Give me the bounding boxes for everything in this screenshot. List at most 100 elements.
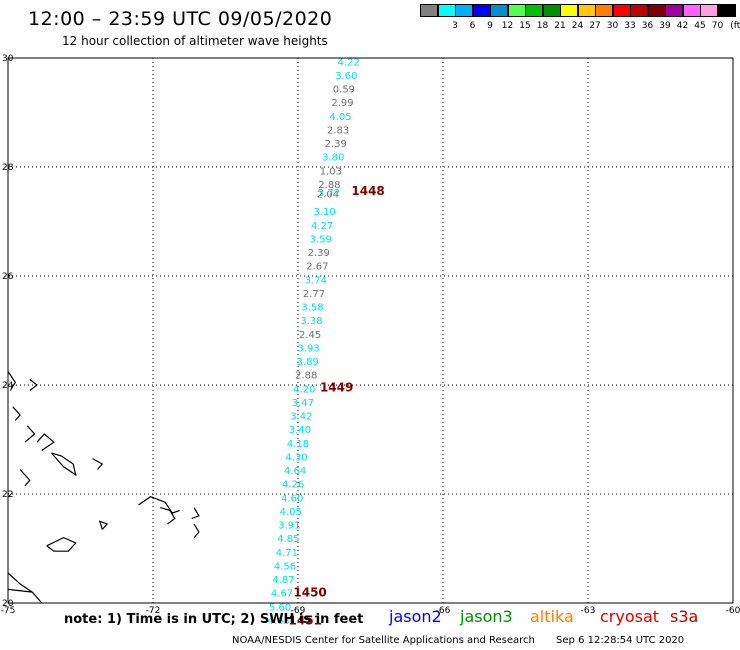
- map-frame: [7, 57, 734, 604]
- coastline: [98, 520, 109, 530]
- pass-number-label: 1450: [293, 586, 326, 600]
- longitude-tick-label: -69: [291, 606, 306, 616]
- swh-value: 3.89: [297, 357, 319, 368]
- longitude-tick-label: -63: [581, 606, 596, 616]
- swh-value: 3.59: [310, 234, 332, 245]
- swh-value: 4.26: [282, 480, 304, 491]
- swh-value: 4.05: [280, 507, 302, 518]
- scale-label: 15: [519, 21, 531, 31]
- footer-organization: NOAA/NESDIS Center for Satellite Applica…: [232, 635, 535, 646]
- satellite-legend-cryosat: cryosat: [600, 607, 660, 626]
- swh-value: 2.67: [306, 262, 328, 273]
- swh-value: 3.10: [313, 207, 335, 218]
- latitude-tick-label: 26: [2, 272, 14, 282]
- footer-timestamp: Sep 6 12:28:54 UTC 2020: [556, 635, 685, 646]
- latitude-tick-label: 24: [2, 381, 14, 391]
- latitude-tick-label: 22: [2, 490, 13, 500]
- swh-value: 2.45: [299, 330, 321, 341]
- latitude-tick-label: 28: [2, 163, 14, 173]
- scale-label: 18: [536, 21, 549, 31]
- swh-value: 4.63: [268, 616, 290, 627]
- swh-value: 4.60: [281, 493, 303, 504]
- swh-value: 4.05: [329, 112, 351, 123]
- units-note: note: 1) Time is in UTC; 2) SWH is in fe…: [64, 612, 364, 627]
- swh-value: 4.71: [276, 548, 298, 559]
- swh-value: 1.03: [320, 166, 342, 177]
- pass-number-label: 1451: [289, 613, 322, 627]
- swh-value: 2.77: [303, 289, 325, 300]
- map-title: 12:00 – 23:59 UTC 09/05/2020: [28, 8, 333, 30]
- satellite-legend-altika: altika: [530, 607, 574, 626]
- swh-value: 5.60: [269, 602, 291, 613]
- swh-value: 4.67: [271, 589, 293, 600]
- longitude-tick-label: -72: [146, 606, 161, 616]
- pass-number-label: 1448: [351, 184, 384, 198]
- coastline: [92, 458, 104, 470]
- swh-value: 4.85: [277, 534, 299, 545]
- swh-value: 4.56: [274, 561, 296, 572]
- scale-label: 70: [711, 21, 724, 31]
- coastline: [36, 433, 55, 451]
- scale-label: 6: [469, 21, 476, 31]
- coastline: [51, 452, 77, 477]
- satellite-legend-jason2: jason2: [389, 607, 442, 626]
- scale-label: 33: [624, 21, 636, 31]
- coastline: [29, 379, 38, 391]
- swh-value: 3.74: [305, 275, 327, 286]
- coastline: [12, 406, 21, 421]
- scale-label: 36: [641, 21, 654, 31]
- swh-value: 2.39: [325, 139, 347, 150]
- swh-value: 4.18: [287, 439, 309, 450]
- coastline: [46, 536, 77, 552]
- scale-label: 24: [571, 21, 584, 31]
- longitude-tick-label: -66: [436, 606, 451, 616]
- swh-value: 3.47: [292, 398, 314, 409]
- swh-value: 3.58: [301, 303, 323, 314]
- coastline: [193, 523, 200, 538]
- swh-value: 3.80: [322, 153, 344, 164]
- swh-value: 2.88: [318, 180, 340, 191]
- scale-label: 9: [487, 21, 493, 31]
- scale-label: 12: [501, 21, 514, 31]
- coastline: [160, 507, 176, 525]
- footer: NOAA/NESDIS Center for Satellite Applica…: [232, 635, 702, 646]
- latitude-tick-label: 20: [2, 599, 14, 609]
- longitude-tick-label: -75: [1, 606, 16, 616]
- satellite-legend-jason3: jason3: [460, 607, 513, 626]
- swh-value: 4.64: [284, 466, 306, 477]
- coastline: [191, 507, 200, 520]
- coastline: [138, 496, 180, 514]
- swh-value: 0.59: [333, 85, 355, 96]
- scale-label: 3: [452, 21, 458, 31]
- coastline: [24, 425, 36, 443]
- coastline: [7, 572, 33, 593]
- swh-value: 3.42: [290, 412, 312, 423]
- map-subtitle: 12 hour collection of altimeter wave hei…: [62, 34, 328, 48]
- scale-label: 30: [606, 21, 619, 31]
- swh-value: 2.99: [331, 98, 353, 109]
- swh-value: 4.20: [293, 384, 315, 395]
- coastline: [19, 469, 31, 487]
- swh-value: 3.60: [335, 71, 357, 82]
- pass-number-label: 1449: [320, 381, 353, 395]
- swh-value: 4.22: [338, 57, 360, 68]
- scale-label: 21: [554, 21, 566, 31]
- swh-value: 3.38: [300, 316, 322, 327]
- swh-value: 2.88: [295, 371, 317, 382]
- coastline: [7, 371, 17, 391]
- scale-label: 27: [589, 21, 601, 31]
- latitude-tick-label: 30: [2, 54, 14, 64]
- swh-value: 2.04: [317, 190, 339, 201]
- swh-value: 4.27: [311, 221, 333, 232]
- scale-unit: (ft): [730, 21, 740, 31]
- scale-swatch: [717, 4, 736, 17]
- swh-value: 3.93: [298, 343, 320, 354]
- longitude-tick-label: -60: [726, 606, 740, 616]
- scale-label: 45: [694, 21, 706, 31]
- scale-label: 39: [659, 21, 671, 31]
- swh-value: 2.83: [327, 125, 349, 136]
- swh-value: 4.87: [272, 575, 294, 586]
- swh-value: 2.39: [308, 248, 330, 259]
- swh-value: 4.30: [285, 452, 307, 463]
